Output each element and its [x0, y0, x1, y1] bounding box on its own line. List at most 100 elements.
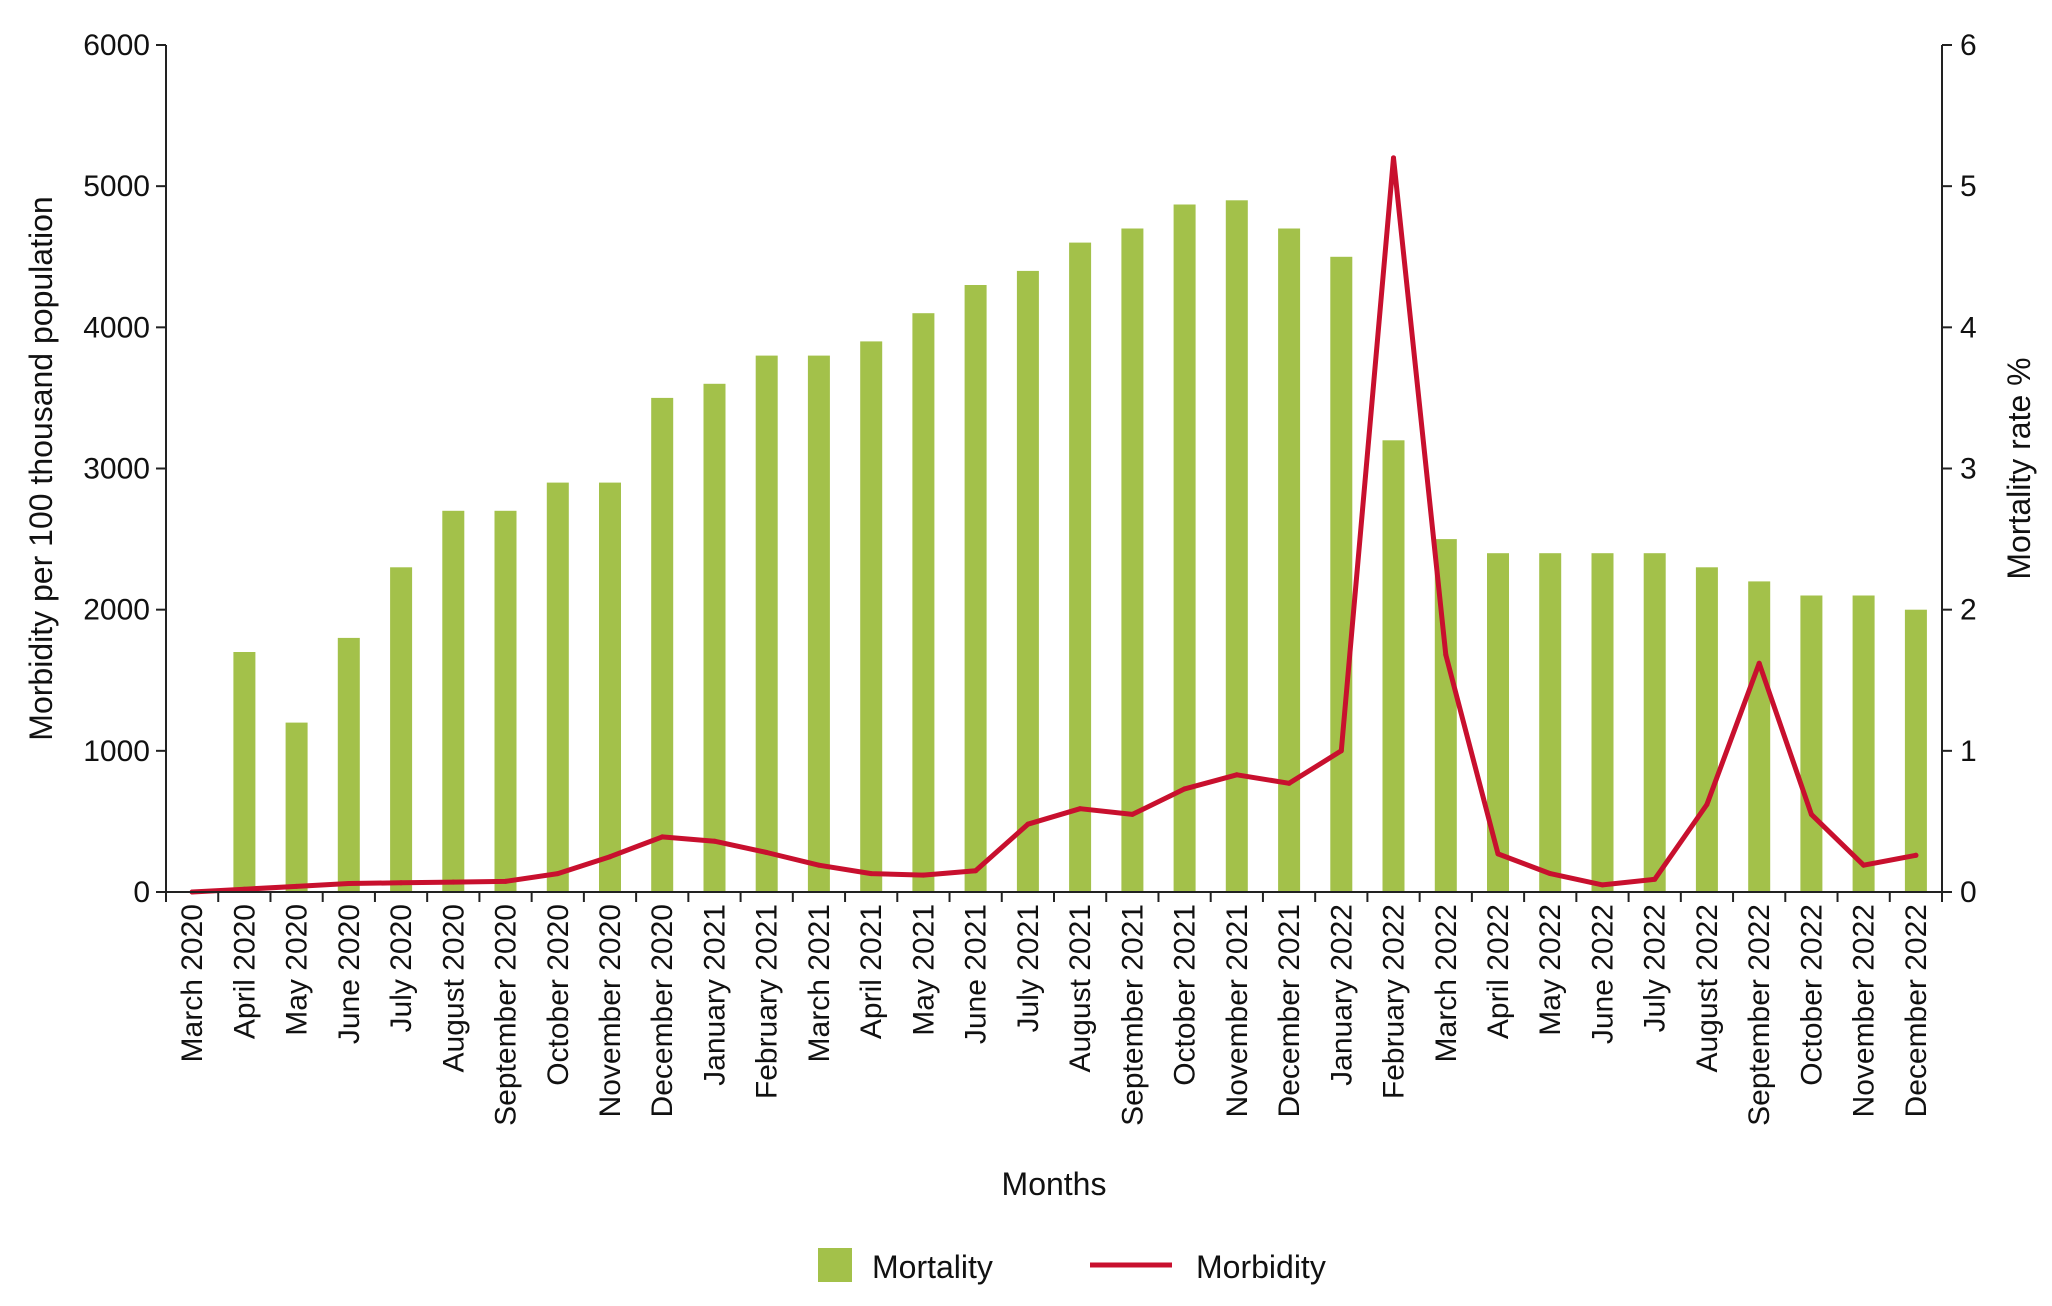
x-tick-label: March 2022 — [1430, 904, 1463, 1062]
x-tick-label: August 2020 — [437, 904, 470, 1072]
bar-mortality-27 — [1591, 553, 1614, 892]
bar-mortality-23 — [1382, 440, 1405, 892]
right-tick-label: 0 — [1960, 876, 1977, 909]
right-tick-label: 6 — [1960, 29, 1977, 62]
x-tick-label: July 2020 — [385, 904, 418, 1032]
point-morbidity-20 — [1234, 772, 1240, 778]
x-tick-label: May 2022 — [1534, 904, 1567, 1036]
x-tick-label: May 2020 — [281, 904, 314, 1036]
point-morbidity-12 — [816, 862, 822, 868]
bar-mortality-29 — [1695, 567, 1718, 892]
bar-mortality-19 — [1173, 204, 1196, 892]
bar-mortality-4 — [390, 567, 413, 892]
bar-mortality-25 — [1487, 553, 1509, 892]
bar-mortality-20 — [1225, 200, 1248, 893]
bar-mortality-12 — [807, 355, 830, 893]
right-tick-label: 3 — [1960, 453, 1977, 486]
bar-mortality-21 — [1278, 228, 1301, 892]
bars-layer — [233, 200, 1927, 893]
point-morbidity-26 — [1547, 871, 1553, 877]
bar-mortality-9 — [651, 397, 674, 892]
x-tick-label: January 2021 — [699, 904, 732, 1086]
right-tick-label: 4 — [1960, 311, 1977, 344]
bar-mortality-2 — [285, 722, 308, 892]
point-morbidity-15 — [973, 868, 979, 874]
point-morbidity-17 — [1077, 806, 1083, 812]
bar-mortality-31 — [1800, 595, 1823, 892]
point-morbidity-27 — [1600, 882, 1605, 888]
x-tick-label: April 2022 — [1482, 904, 1515, 1039]
point-morbidity-1 — [241, 886, 247, 892]
point-morbidity-11 — [764, 850, 770, 855]
line-morbidity — [189, 155, 1919, 895]
x-tick-label: September 2020 — [490, 904, 523, 1126]
left-tick-label: 3000 — [83, 453, 150, 486]
bar-mortality-16 — [1016, 270, 1039, 892]
left-tick-label: 0 — [133, 876, 150, 909]
x-tick-label: November 2022 — [1848, 904, 1881, 1117]
x-tick-label: February 2022 — [1378, 904, 1411, 1099]
x-axis-title: Months — [1002, 1166, 1107, 1202]
x-tick-label: May 2021 — [907, 904, 940, 1036]
point-morbidity-32 — [1861, 862, 1867, 868]
x-tick-label: November 2021 — [1221, 904, 1254, 1117]
point-morbidity-25 — [1495, 851, 1501, 857]
x-tick-label: August 2022 — [1691, 904, 1724, 1072]
bar-mortality-15 — [964, 285, 987, 892]
x-tick-label: July 2021 — [1012, 904, 1045, 1032]
x-tick-label: April 2021 — [855, 904, 888, 1039]
point-morbidity-13 — [868, 871, 874, 877]
point-morbidity-10 — [712, 838, 717, 844]
bar-mortality-8 — [599, 482, 621, 892]
point-morbidity-3 — [346, 881, 352, 886]
bar-mortality-6 — [494, 510, 517, 892]
bar-mortality-7 — [546, 482, 569, 892]
x-tick-label: February 2021 — [751, 904, 784, 1099]
right-tick-label: 1 — [1960, 735, 1977, 768]
point-morbidity-22 — [1338, 748, 1344, 754]
bar-mortality-5 — [442, 510, 465, 892]
x-tick-label: August 2021 — [1064, 904, 1097, 1072]
bar-mortality-32 — [1852, 595, 1875, 892]
bar-mortality-22 — [1330, 256, 1353, 893]
bar-mortality-33 — [1904, 609, 1927, 892]
x-tick-label: December 2020 — [646, 904, 679, 1117]
bar-mortality-1 — [233, 652, 256, 892]
bar-mortality-14 — [912, 313, 935, 892]
x-tick-label: March 2020 — [176, 904, 209, 1062]
left-tick-label: 6000 — [83, 29, 150, 62]
x-tick-label: October 2021 — [1169, 904, 1202, 1086]
bar-mortality-28 — [1643, 553, 1666, 892]
right-tick-label: 5 — [1960, 170, 1977, 203]
bar-mortality-3 — [337, 637, 360, 892]
x-tick-label: October 2020 — [542, 904, 575, 1086]
labels-layer: 0 1000 2000 3000 4000 5000 6000 0 1 2 3 4 5 6 March 20… — [23, 29, 2037, 1202]
x-tick-label: June 2022 — [1587, 904, 1620, 1044]
right-axis-title: Mortality rate % — [2001, 357, 2037, 579]
point-morbidity-5 — [450, 879, 456, 885]
point-morbidity-23 — [1391, 155, 1396, 161]
legend-swatch-mortality — [818, 1248, 852, 1282]
bar-mortality-11 — [755, 355, 778, 893]
point-morbidity-14 — [920, 872, 926, 878]
point-morbidity-31 — [1808, 811, 1814, 817]
point-morbidity-29 — [1704, 802, 1710, 807]
bar-mortality-13 — [860, 341, 883, 892]
x-tick-label: December 2022 — [1900, 904, 1933, 1117]
left-tick-label: 5000 — [83, 170, 150, 203]
point-morbidity-28 — [1652, 876, 1658, 882]
x-tick-label: July 2022 — [1639, 904, 1672, 1032]
bar-mortality-24 — [1434, 539, 1457, 892]
x-tick-label: January 2022 — [1325, 904, 1358, 1086]
x-tick-label: November 2020 — [594, 904, 627, 1117]
legend-label-morbidity: Morbidity — [1196, 1249, 1326, 1285]
legend-label-mortality: Mortality — [872, 1249, 993, 1285]
left-tick-label: 1000 — [83, 735, 150, 768]
bar-mortality-26 — [1539, 553, 1562, 892]
left-tick-label: 4000 — [83, 311, 150, 344]
bar-mortality-10 — [703, 383, 726, 892]
point-morbidity-19 — [1182, 786, 1188, 792]
point-morbidity-16 — [1025, 821, 1031, 827]
left-tick-label: 2000 — [83, 594, 150, 627]
